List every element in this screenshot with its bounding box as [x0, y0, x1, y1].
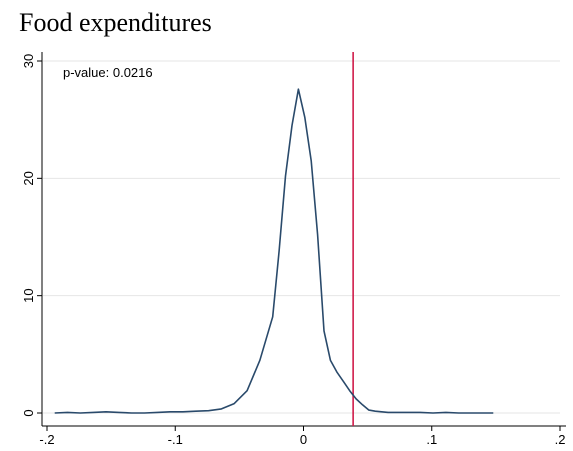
y-tick-label: 30: [21, 54, 36, 68]
x-tick-label: 0: [300, 432, 307, 447]
y-tick-label: 20: [21, 171, 36, 185]
x-tick-label: .1: [426, 432, 437, 447]
x-tick-label: -.1: [168, 432, 183, 447]
density-line: [55, 89, 494, 413]
gridlines: [43, 61, 560, 413]
axes: 0 10 20 30 -.2 -.1 0 .1 .2: [21, 52, 566, 447]
series-layer: [55, 89, 494, 413]
y-tick-label: 0: [21, 409, 36, 416]
x-tick-label: -.2: [39, 432, 54, 447]
x-tick-label: .2: [555, 432, 566, 447]
p-value-annotation: p-value: 0.0216: [63, 65, 153, 80]
y-tick-label: 10: [21, 288, 36, 302]
